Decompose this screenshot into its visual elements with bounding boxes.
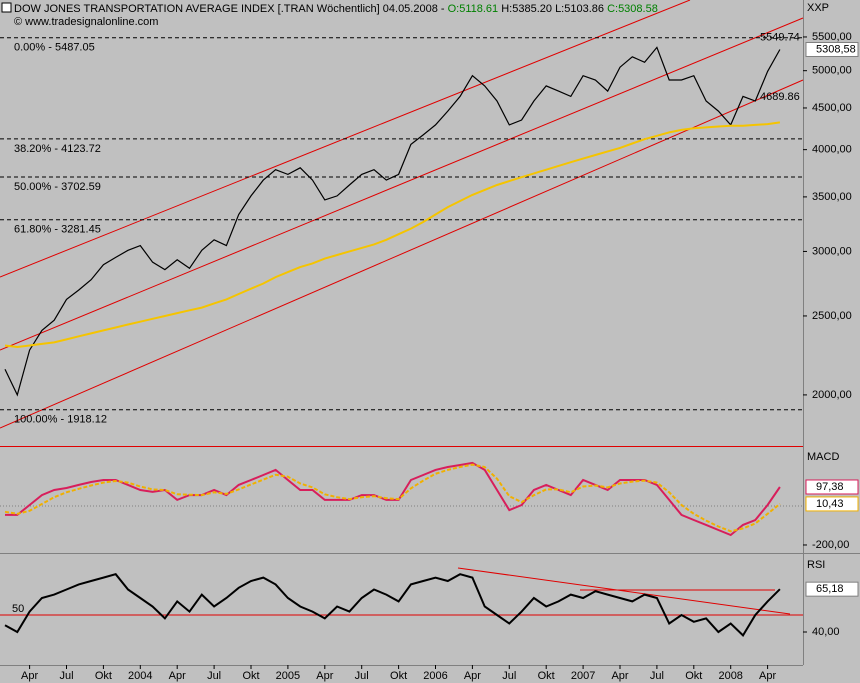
x-tick-label: Okt	[242, 670, 259, 682]
x-tick-label: Jul	[650, 670, 664, 682]
y-tick-label: 3500,00	[812, 191, 852, 203]
value-label: 97,38	[816, 481, 844, 493]
y-tick-label: 4500,00	[812, 102, 852, 114]
x-tick-label: Apr	[316, 670, 333, 682]
y-tick-label: 4000,00	[812, 144, 852, 156]
ohlc-close: C:5308.58	[607, 3, 658, 15]
channel-line	[0, 17, 804, 351]
series-line	[4, 573, 781, 637]
x-tick-label: Jul	[502, 670, 516, 682]
icon	[1, 2, 12, 13]
fib-label: 0.00% - 5487.05	[14, 42, 95, 54]
channel-label: 5549.74	[760, 32, 800, 44]
value-label: 5308,58	[816, 43, 856, 55]
x-tick-label: Jul	[59, 670, 73, 682]
x-tick-label: Apr	[21, 670, 38, 682]
title: DOW JONES TRANSPORTATION AVERAGE INDEX […	[14, 3, 445, 15]
x-tick-label: 2006	[423, 670, 447, 682]
value-box	[805, 41, 859, 57]
channel-line	[0, 79, 804, 429]
fib-label: 61.80% - 3281.45	[14, 224, 101, 236]
x-tick-label: Okt	[390, 670, 407, 682]
trend-line	[457, 567, 791, 615]
x-tick-label: Apr	[759, 670, 776, 682]
value-box	[805, 581, 859, 597]
x-tick-label: Jul	[207, 670, 221, 682]
ohlc-high: H:5385.20	[501, 3, 552, 15]
y-tick-label: 2000,00	[812, 389, 852, 401]
value-label: 65,18	[816, 583, 844, 595]
channel-label: 4689.86	[760, 91, 800, 103]
ohlc-low: L:5103.86	[555, 3, 604, 15]
x-tick-label: Okt	[538, 670, 555, 682]
value-label: 10,43	[816, 498, 844, 510]
y-tick-label: 5000,00	[812, 65, 852, 77]
chart-subtitle: © www.tradesignalonline.com	[14, 16, 158, 28]
y-tick-label: 5500,00	[812, 31, 852, 43]
x-tick-label: 2005	[276, 670, 300, 682]
series-line	[4, 463, 781, 533]
ohlc-open: O:5118.61	[448, 3, 499, 15]
axis-name: XXP	[807, 2, 829, 14]
x-tick-label: 2007	[571, 670, 595, 682]
reference-label: 50	[12, 603, 24, 615]
pane-title: RSI	[807, 559, 825, 571]
pane-title: MACD	[807, 451, 839, 463]
y-tick-label: 2500,00	[812, 310, 852, 322]
y-tick-label: -200,00	[812, 539, 849, 551]
series-line	[4, 121, 781, 349]
fib-label: 38.20% - 4123.72	[14, 143, 101, 155]
x-tick-label: Apr	[169, 670, 186, 682]
fib-label: 50.00% - 3702.59	[14, 181, 101, 193]
x-tick-label: Apr	[611, 670, 628, 682]
y-tick-label: 3000,00	[812, 245, 852, 257]
fib-label: 100.00% - 1918.12	[14, 414, 107, 426]
x-tick-label: 2008	[718, 670, 742, 682]
x-tick-label: Jul	[355, 670, 369, 682]
value-box	[805, 479, 859, 495]
x-tick-label: Apr	[464, 670, 481, 682]
series-line	[4, 46, 781, 397]
chart-title: DOW JONES TRANSPORTATION AVERAGE INDEX […	[14, 3, 658, 15]
x-tick-label: Okt	[685, 670, 702, 682]
x-tick-label: 2004	[128, 670, 152, 682]
y-tick-label: 40,00	[812, 626, 840, 638]
value-box	[805, 496, 859, 512]
x-tick-label: Okt	[95, 670, 112, 682]
